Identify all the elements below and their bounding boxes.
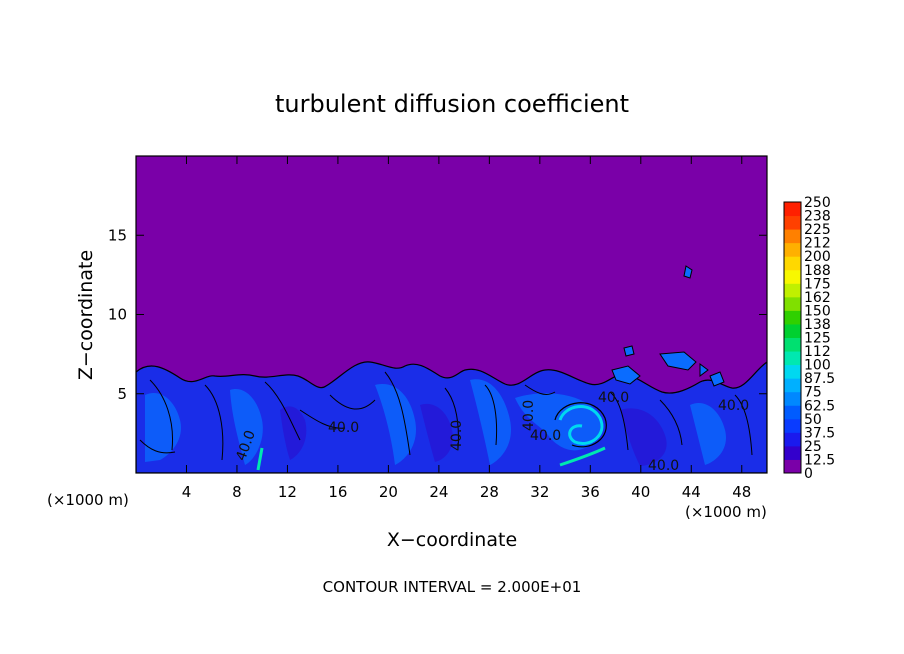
x-tick-label: 28 <box>480 483 499 501</box>
colorbar-label: 175 <box>804 276 831 292</box>
surface-streak <box>559 446 606 467</box>
colorbar-swatch <box>784 391 801 406</box>
contour-label: 40.0 <box>598 390 629 406</box>
colorbar-swatch <box>784 351 801 366</box>
y-tick-label: 5 <box>117 385 127 403</box>
spiral-eddy-outline <box>554 402 607 448</box>
colorbar-label: 138 <box>804 317 831 333</box>
contour-lines <box>139 371 753 461</box>
colorbar-swatch <box>784 296 801 311</box>
colorbar-swatch <box>784 323 801 338</box>
colorbar-swatch <box>784 432 801 447</box>
x-tick-label: 40 <box>631 483 650 501</box>
colorbar-label: 25 <box>804 439 822 455</box>
x-tick-label: 24 <box>429 483 448 501</box>
colorbar-swatch <box>784 229 801 244</box>
colorbar-label: 50 <box>804 412 822 428</box>
y-tick-label: 10 <box>108 306 127 324</box>
colorbar-label: 0 <box>804 466 813 482</box>
colorbar-swatch <box>784 269 801 284</box>
colorbar-label: 12.5 <box>804 452 835 468</box>
surface-streak-2 <box>256 447 264 471</box>
colorbar-label: 250 <box>804 195 831 211</box>
colorbar-frame <box>783 201 802 474</box>
x-tick-label: 36 <box>581 483 600 501</box>
colorbar: 012.52537.55062.57587.510011212513815016… <box>783 195 835 482</box>
colorbar-swatch <box>784 405 801 420</box>
colorbar-label: 100 <box>804 358 831 374</box>
contour-labels: 40.0 40.0 40.0 40.0 40.0 40.0 40.0 40.0 <box>233 390 749 474</box>
y-tick-label: 15 <box>108 226 127 244</box>
colorbar-label: 125 <box>804 331 831 347</box>
x-axis-title: X−coordinate <box>387 529 517 551</box>
colorbar-swatch <box>784 337 801 352</box>
contour-label: 40.0 <box>718 398 749 414</box>
x-tick-label: 20 <box>379 483 398 501</box>
colorbar-swatch <box>784 256 801 271</box>
inner-eddies-dark <box>280 403 667 466</box>
colorbar-swatch <box>784 202 801 217</box>
x-unit-label-right: (×1000 m) <box>685 503 767 521</box>
colorbar-swatch <box>784 364 801 379</box>
colorbar-label: 150 <box>804 303 831 319</box>
colorbar-swatch <box>784 242 801 257</box>
colorbar-swatch <box>784 459 801 474</box>
x-tick-label: 32 <box>530 483 549 501</box>
colorbar-swatch <box>784 283 801 298</box>
x-tick-label: 48 <box>732 483 751 501</box>
colorbar-label: 212 <box>804 236 831 252</box>
chart-title: turbulent diffusion coefficient <box>275 90 629 118</box>
colorbar-label: 112 <box>804 344 831 360</box>
plot-area <box>136 156 767 473</box>
contour-label: 40.0 <box>328 420 359 436</box>
y-axis-title: Z−coordinate <box>75 250 97 380</box>
x-axis-ticks: 4 8 12 16 20 24 28 32 36 40 44 48 <box>182 156 751 501</box>
colorbar-swatch <box>784 310 801 325</box>
contour-label: 40.0 <box>648 458 679 474</box>
colorbar-label: 200 <box>804 249 831 265</box>
y-axis-ticks: 5 10 15 <box>108 226 767 403</box>
contour-label: 40.0 <box>449 420 465 451</box>
x-tick-label: 44 <box>682 483 701 501</box>
detached-patches <box>611 265 725 387</box>
colorbar-swatch <box>784 378 801 393</box>
colorbar-label: 87.5 <box>804 371 835 387</box>
spiral-eddy <box>558 405 604 445</box>
colorbar-label: 238 <box>804 209 831 225</box>
colorbar-swatch <box>784 445 801 460</box>
x-tick-label: 8 <box>232 483 242 501</box>
x-unit-label-left: (×1000 m) <box>47 491 129 509</box>
colorbar-label: 75 <box>804 385 822 401</box>
colorbar-swatch <box>784 418 801 433</box>
colorbar-swatch <box>784 215 801 230</box>
colorbar-label: 62.5 <box>804 398 835 414</box>
contour-label: 40.0 <box>530 428 561 444</box>
x-tick-label: 4 <box>182 483 192 501</box>
contour-interval-footer: CONTOUR INTERVAL = 2.000E+01 <box>323 578 582 596</box>
x-tick-label: 12 <box>278 483 297 501</box>
contour-label: 40.0 <box>521 400 537 431</box>
colorbar-label: 37.5 <box>804 425 835 441</box>
colorbar-label: 225 <box>804 222 831 238</box>
colorbar-label: 188 <box>804 263 831 279</box>
x-tick-label: 16 <box>328 483 347 501</box>
colorbar-label: 162 <box>804 290 831 306</box>
